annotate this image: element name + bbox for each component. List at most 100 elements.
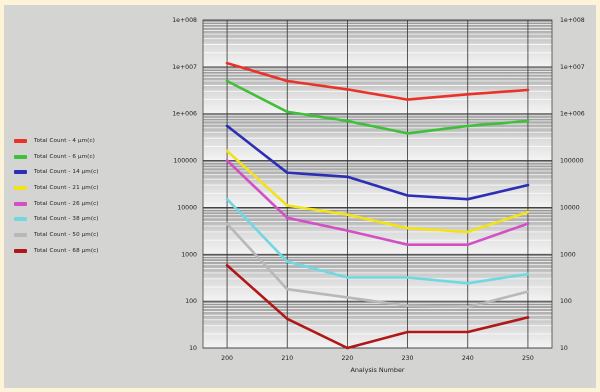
legend-label: Total Count - 14 μm(c) bbox=[34, 169, 99, 176]
series-line-4 bbox=[225, 159, 530, 246]
series-point-4 bbox=[526, 222, 530, 225]
series-point-6 bbox=[406, 304, 409, 307]
series-point-3 bbox=[285, 204, 289, 207]
legend-label: Total Count - 6 μm(c) bbox=[34, 153, 95, 160]
series-point-6 bbox=[526, 290, 530, 293]
y-tick-label-left: 1000 bbox=[181, 251, 197, 258]
y-tick-label-left: 1e+008 bbox=[172, 17, 197, 24]
series-point-2 bbox=[406, 194, 409, 197]
series-point-6 bbox=[225, 222, 229, 225]
legend-item: Total Count - 68 μm(c) bbox=[14, 243, 164, 259]
series-point-4 bbox=[466, 243, 470, 247]
series-line-2 bbox=[225, 124, 530, 201]
legend-item: Total Count - 38 μm(c) bbox=[14, 211, 164, 227]
y-tick-label-left: 1e+006 bbox=[172, 111, 197, 118]
series-point-7 bbox=[225, 264, 229, 267]
y-tick-label-right: 10000 bbox=[560, 204, 580, 211]
series-point-0 bbox=[406, 98, 409, 101]
y-tick-label-right: 100 bbox=[560, 298, 572, 305]
legend-label: Total Count - 21 μm(c) bbox=[34, 184, 99, 191]
series-point-2 bbox=[466, 197, 470, 201]
series-point-3 bbox=[225, 149, 229, 153]
series-point-2 bbox=[526, 183, 530, 187]
series-point-1 bbox=[346, 119, 349, 123]
series-line-7 bbox=[225, 264, 530, 350]
legend-item: Total Count - 6 μm(c) bbox=[14, 149, 164, 165]
series-point-6 bbox=[466, 305, 470, 309]
series-point-5 bbox=[466, 282, 470, 285]
series-point-3 bbox=[526, 210, 530, 214]
series-point-1 bbox=[466, 124, 470, 128]
legend-swatch bbox=[14, 154, 27, 159]
series-point-1 bbox=[285, 110, 289, 114]
series-line-1 bbox=[225, 79, 530, 135]
series-point-5 bbox=[526, 272, 530, 276]
legend-swatch bbox=[14, 185, 27, 190]
series-point-7 bbox=[526, 316, 530, 319]
y-tick-label-left: 10 bbox=[189, 345, 197, 352]
series-point-1 bbox=[406, 132, 409, 135]
series-point-3 bbox=[346, 213, 349, 216]
x-axis-title: Analysis Number bbox=[350, 366, 404, 374]
series-point-7 bbox=[285, 317, 289, 321]
x-tick-label: 220 bbox=[342, 355, 354, 362]
legend-label: Total Count - 68 μm(c) bbox=[34, 247, 99, 254]
legend-item: Total Count - 50 μm(c) bbox=[14, 227, 164, 243]
plot-border bbox=[202, 19, 553, 349]
legend-swatch bbox=[14, 138, 27, 143]
x-tick-label: 250 bbox=[522, 355, 534, 362]
series-line-3 bbox=[225, 149, 530, 234]
legend-swatch bbox=[14, 201, 27, 206]
y-tick-label-right: 1e+006 bbox=[560, 111, 585, 118]
legend-swatch bbox=[14, 217, 27, 222]
series-point-6 bbox=[346, 296, 349, 299]
y-tick-label-right: 1e+008 bbox=[560, 17, 585, 24]
series-point-3 bbox=[466, 230, 470, 234]
y-tick-label-left: 10000 bbox=[177, 204, 197, 211]
series-point-0 bbox=[225, 61, 229, 65]
series-point-5 bbox=[225, 197, 229, 201]
series-point-7 bbox=[466, 330, 470, 334]
series-point-4 bbox=[225, 159, 229, 162]
y-tick-label-right: 1e+007 bbox=[560, 64, 585, 71]
x-tick-label: 200 bbox=[221, 355, 233, 362]
series-point-2 bbox=[285, 171, 289, 175]
decade-band bbox=[203, 20, 552, 67]
series-line-6 bbox=[225, 222, 530, 309]
x-tick-label: 230 bbox=[402, 355, 414, 362]
legend-item: Total Count - 26 μm(c) bbox=[14, 196, 164, 212]
x-tick-label: 240 bbox=[462, 355, 474, 362]
series-point-0 bbox=[466, 92, 470, 96]
legend-label: Total Count - 50 μm(c) bbox=[34, 231, 99, 238]
legend: Total Count - 4 μm(c) Total Count - 6 μm(… bbox=[14, 133, 164, 259]
y-tick-label-right: 1000 bbox=[560, 251, 576, 258]
legend-swatch bbox=[14, 232, 27, 237]
y-tick-label-left: 100 bbox=[185, 298, 197, 305]
legend-label: Total Count - 26 μm(c) bbox=[34, 200, 99, 207]
legend-label: Total Count - 4 μm(c) bbox=[34, 137, 95, 144]
series-point-1 bbox=[526, 119, 530, 123]
series-point-5 bbox=[406, 276, 409, 279]
series-point-4 bbox=[285, 216, 289, 220]
series-point-0 bbox=[285, 79, 289, 83]
series-point-5 bbox=[285, 260, 289, 263]
series-point-7 bbox=[406, 330, 409, 334]
x-tick-label: 210 bbox=[281, 355, 293, 362]
y-tick-label-left: 100000 bbox=[173, 158, 197, 165]
legend-swatch bbox=[14, 248, 27, 253]
series-point-4 bbox=[346, 229, 349, 232]
series-point-3 bbox=[406, 226, 409, 230]
legend-item: Total Count - 14 μm(c) bbox=[14, 164, 164, 180]
legend-label: Total Count - 38 μm(c) bbox=[34, 216, 99, 223]
series-point-1 bbox=[225, 79, 229, 83]
series-point-2 bbox=[346, 175, 349, 179]
legend-swatch bbox=[14, 170, 27, 175]
decade-band bbox=[203, 66, 552, 114]
series-point-2 bbox=[225, 124, 229, 128]
y-tick-label-left: 1e+007 bbox=[172, 64, 197, 71]
series-point-4 bbox=[406, 243, 409, 247]
y-tick-label-right: 10 bbox=[560, 345, 568, 352]
series-point-0 bbox=[526, 88, 530, 92]
series-point-5 bbox=[346, 276, 349, 279]
decade-band bbox=[203, 160, 552, 208]
